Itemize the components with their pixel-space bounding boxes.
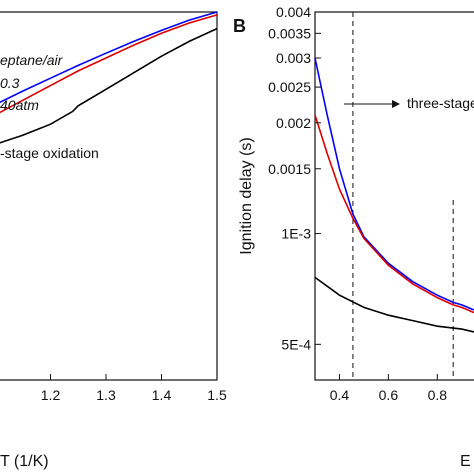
panel-b-x-tick-label-1: 0.6	[379, 387, 399, 403]
panel-b-guide-lines	[352, 12, 454, 380]
panel-b-plot-frame	[314, 11, 474, 381]
three-stage-arrow-head	[392, 100, 400, 108]
panel-b-x-tick-label-0: 0.4	[330, 387, 350, 403]
panel-b-y-tick-label-1: 1E-3	[281, 226, 311, 242]
panel-b-x-tick-label-2: 0.8	[428, 387, 448, 403]
panel-b-y-tick-label-7: 0.004	[276, 4, 311, 20]
panel-b-x-axis-label: E	[460, 453, 471, 470]
panel-a-x-ticks: 1.2 1.3 1.4 1.5	[41, 374, 227, 403]
panel-b-series-line-2	[314, 276, 474, 333]
panel-b-series	[314, 57, 474, 333]
panel-a-x-axis-label: T (1/K)	[0, 453, 49, 470]
panel-a-x-tick-label-3: 1.5	[207, 387, 227, 403]
panel-a-annotation-pressure: 40atm	[0, 97, 39, 113]
panel-b: B 5E-4 1E-3 0.0015 0.002 0.0025 0.003 0.0035 0.…	[233, 4, 474, 470]
panel-a-series	[0, 11, 218, 144]
panel-b-y-tick-label-3: 0.002	[276, 115, 311, 131]
panel-b-annotation-three-stage: three-stage	[407, 95, 474, 111]
panel-a-annotation-oxidation: -stage oxidation	[0, 145, 99, 161]
panel-a-series-line-1	[0, 14, 218, 114]
panel-a-x-tick-label-2: 1.4	[152, 387, 172, 403]
panel-a-series-line-0	[0, 11, 218, 104]
panel-a-annotation-equivalence: 0.3	[0, 75, 20, 91]
panel-b-label: B	[233, 16, 246, 36]
panel-b-series-line-0	[314, 57, 474, 311]
panel-b-y-ticks: 5E-4 1E-3 0.0015 0.002 0.0025 0.003 0.0035 0.00…	[268, 4, 321, 352]
panel-b-series-line-1	[314, 114, 474, 314]
panel-b-y-tick-label-6: 0.0035	[268, 25, 311, 41]
panel-a-series-line-2	[0, 27, 218, 144]
panel-a-x-tick-label-1: 1.3	[96, 387, 116, 403]
panel-b-y-tick-label-5: 0.003	[276, 50, 311, 66]
panel-b-y-axis-label: Ignition delay (s)	[238, 137, 255, 254]
panel-b-y-tick-label-4: 0.0025	[268, 79, 311, 95]
panel-b-x-ticks: 0.4 0.6 0.8	[330, 374, 448, 403]
panel-a: 1.2 1.3 1.4 1.5 eptane/air 0.3 40atm -stage…	[0, 11, 227, 470]
panel-b-y-tick-label-0: 5E-4	[281, 336, 311, 352]
panel-b-y-tick-label-2: 0.0015	[268, 161, 311, 177]
panel-a-x-tick-label-0: 1.2	[41, 387, 61, 403]
panel-a-annotation-mixture: eptane/air	[0, 52, 64, 68]
